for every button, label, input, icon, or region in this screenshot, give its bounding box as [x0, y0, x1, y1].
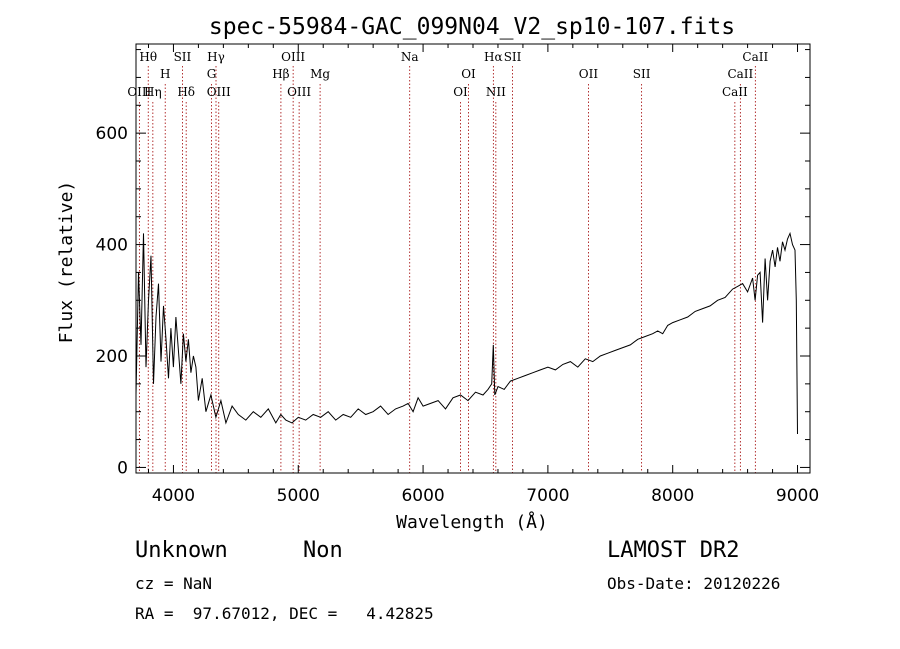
coordinates: RA = 97.67012, DEC = 4.42825 — [135, 604, 434, 623]
plot-frame — [135, 43, 811, 474]
line-marker-label: OI — [453, 85, 468, 99]
spectrum-series — [135, 231, 798, 435]
line-marker-label: Hδ — [177, 85, 195, 99]
line-marker-label: H — [160, 67, 170, 81]
spectrum-line — [135, 231, 798, 435]
emission-line-markers: OIII Hθ Hη H SII Hδ Hγ G OIII OIII Hβ OIII Mg Na OI OI H… — [127, 50, 768, 473]
line-marker-label: Hθ — [139, 50, 157, 64]
axes: 4000 5000 6000 7000 8000 9000 0 200 400 600 — [96, 44, 819, 506]
line-marker-label: OIII — [127, 85, 151, 99]
line-marker-label: OIII — [287, 85, 311, 99]
y-tick-label: 200 — [96, 347, 128, 367]
line-marker-label: CaII — [722, 85, 748, 99]
line-marker-label: SII — [633, 67, 651, 81]
line-marker-label: CaII — [727, 67, 753, 81]
x-tick-label: 5000 — [277, 486, 320, 506]
line-marker-label: Mg — [310, 67, 330, 81]
line-marker-label: OIII — [207, 85, 231, 99]
line-marker-label: Hβ — [272, 67, 289, 81]
line-marker-label: Hα — [484, 50, 503, 64]
x-tick-label: 7000 — [526, 486, 569, 506]
y-axis-label: Flux (relative) — [56, 181, 77, 344]
chart-title: spec-55984-GAC_099N04_V2_sp10-107.fits — [209, 14, 735, 40]
redshift-cz: cz = NaN — [135, 574, 213, 593]
line-marker-label: NII — [486, 85, 506, 99]
x-tick-label: 6000 — [401, 486, 444, 506]
observation-date: Obs-Date: 20120226 — [607, 574, 781, 593]
line-marker-label: SII — [174, 50, 192, 64]
object-class: Unknown — [135, 538, 228, 563]
line-marker-label: Na — [401, 50, 419, 64]
line-marker-label: OIII — [281, 50, 305, 64]
y-tick-label: 0 — [117, 458, 128, 478]
line-marker-label: SII — [504, 50, 522, 64]
object-subclass: Non — [303, 538, 343, 563]
line-marker-label: OII — [579, 67, 599, 81]
x-tick-label: 9000 — [776, 486, 819, 506]
line-marker-label: CaII — [742, 50, 768, 64]
x-tick-label: 4000 — [152, 486, 195, 506]
line-marker-label: Hη — [144, 85, 162, 99]
line-marker-label: OI — [461, 67, 476, 81]
x-axis-label: Wavelength (Å) — [396, 511, 548, 533]
y-tick-label: 400 — [96, 236, 128, 256]
x-tick-label: 8000 — [651, 486, 694, 506]
y-tick-label: 600 — [96, 124, 128, 144]
survey-name: LAMOST DR2 — [607, 538, 740, 563]
line-marker-label: Hγ — [207, 50, 225, 64]
line-marker-label: G — [207, 67, 217, 81]
